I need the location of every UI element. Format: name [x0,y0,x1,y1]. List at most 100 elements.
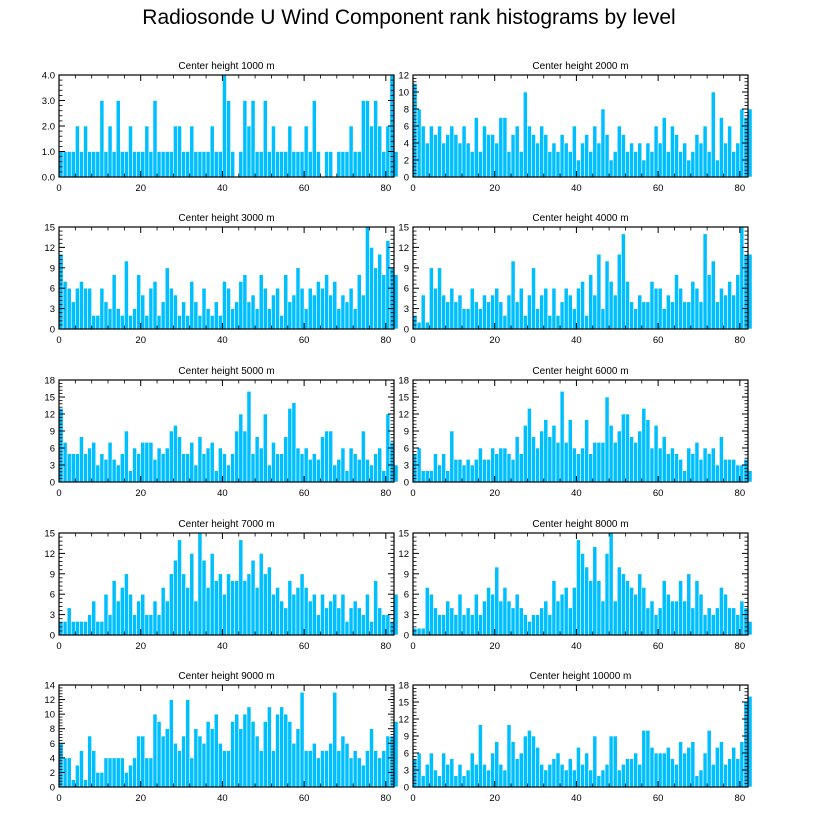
histogram-bar [258,750,264,788]
histogram-bar [381,274,387,330]
histogram-bar [267,566,272,636]
histogram-bar [482,764,487,788]
histogram-bar [465,308,471,330]
histogram-bar [201,287,207,330]
histogram-bar [502,587,508,636]
histogram-bar [140,593,146,636]
histogram-bar [555,151,561,178]
histogram-bar [592,125,598,178]
histogram-bar [706,453,712,483]
histogram-bar [608,159,614,178]
histogram-bar [621,413,626,483]
y-tick-label: 0 [404,173,409,184]
y-tick-label: 15 [44,223,55,234]
histogram-bar [103,151,109,178]
histogram-bar [340,735,346,788]
histogram-bar [148,151,154,178]
histogram-bar [596,253,602,330]
histogram-bar [356,757,362,788]
x-tick-label: 20 [135,641,146,652]
histogram-bar [657,447,663,483]
histogram-bar [124,573,129,636]
histogram-bar [311,453,317,483]
x-tick-label: 40 [571,641,582,652]
histogram-bar [437,267,442,330]
histogram-bar [177,125,182,178]
histogram-bar [645,419,651,483]
histogram-bar [164,447,170,483]
histogram-bar [79,436,84,483]
histogram-bar [287,301,293,330]
histogram-bar [352,750,358,788]
histogram-bar [361,764,366,788]
histogram-bar [531,436,536,483]
histogram-bar [608,532,614,636]
histogram-bar [222,453,227,483]
histogram-bar [238,539,244,636]
y-tick-label: 12 [398,549,409,560]
histogram-bar [518,453,524,483]
histogram-bar [678,580,683,636]
histogram-bar [424,587,430,636]
histogram-bar [246,301,252,330]
histogram-bar [621,764,626,788]
histogram-bar [747,253,753,330]
y-tick-label: 9 [50,569,55,580]
histogram-bar [563,442,569,483]
histogram-bar [279,315,284,330]
histogram-bar [352,151,358,178]
y-tick-label: 0 [404,478,409,489]
histogram-bar [311,742,317,788]
histogram-bar [735,758,741,788]
histogram-bar [246,573,252,636]
histogram-bar [543,419,549,483]
panel-3: Center height 3000 m 0 3 6 9 12 15 0 20 40 60 80 [44,213,399,346]
histogram-bar [625,151,630,178]
histogram-bar [576,539,581,636]
x-tick-label: 0 [410,335,415,346]
histogram-bar [686,159,692,178]
histogram-bar [324,607,329,636]
histogram-bar [83,779,88,788]
histogram-bar [111,151,117,178]
histogram-bar [103,593,109,636]
panel-title: Center height 8000 m [532,519,628,530]
histogram-bar [173,425,178,483]
histogram-bar [682,301,688,330]
histogram-bar [731,294,737,330]
histogram-bar [715,747,720,788]
histogram-bar [514,593,520,636]
histogram-bar [70,301,76,330]
histogram-bar [336,459,342,483]
histogram-bar [164,728,170,788]
histogram-bar [238,281,244,330]
histogram-bar [79,621,84,636]
histogram-bar [665,747,671,788]
histogram-bar [523,425,528,483]
histogram-bar [316,151,321,178]
histogram-bar [160,453,166,483]
histogram-bar [316,757,321,788]
histogram-bar [152,713,158,788]
histogram-bar [295,587,301,636]
y-tick-label: 2.0 [42,122,55,133]
histogram-bar [201,453,207,483]
histogram-bar [645,142,651,178]
y-tick-label: 4 [50,753,55,764]
histogram-bar [453,459,459,483]
histogram-bar [510,607,516,636]
histogram-bar [79,151,84,178]
histogram-bar [95,621,101,636]
histogram-bar [523,614,528,636]
histogram-bar [107,125,113,178]
histogram-bar [332,281,338,330]
x-tick-label: 80 [381,335,392,346]
histogram-bar [209,315,215,330]
y-tick-label: 3 [404,610,409,621]
histogram-bar [682,142,688,178]
plot-frame [412,532,749,636]
histogram-bar [267,706,272,788]
histogram-bar [365,459,370,483]
histogram-bar [115,600,121,636]
x-tick-label: 40 [571,488,582,499]
